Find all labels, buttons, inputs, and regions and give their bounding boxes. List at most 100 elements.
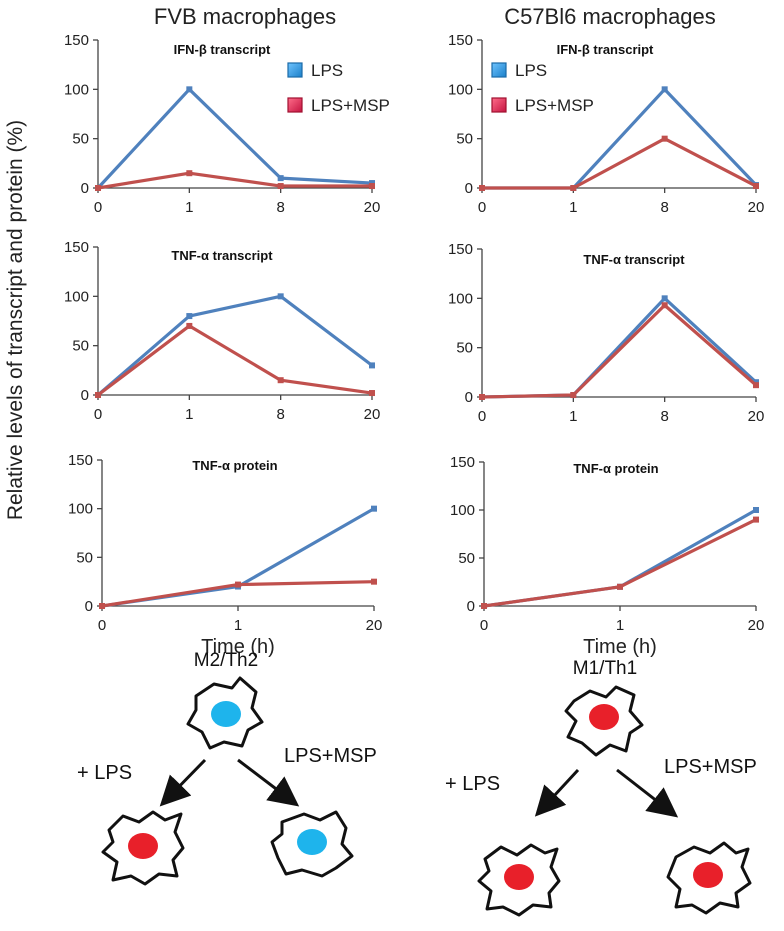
phenotype-label-m1-th1: M1/Th1	[573, 658, 637, 679]
data-point-lps	[277, 175, 284, 182]
data-point-lps-msp	[95, 392, 101, 398]
series-line-lps-msp	[481, 303, 758, 399]
x-tick-label: 1	[569, 408, 577, 425]
y-tick-label: 50	[76, 549, 93, 566]
data-point-lps-msp	[186, 322, 193, 329]
chart-fvb-tnf-alpha-protein: 0 50 100 150 0 1 20 TNF-α protein Time (h)	[68, 452, 382, 658]
y-tick-label: 0	[81, 387, 89, 404]
y-tick-label: 50	[456, 131, 473, 148]
nucleus-red	[504, 864, 534, 890]
x-tick-label: 1	[185, 406, 193, 423]
x-tick-label: 0	[478, 408, 486, 425]
data-point-lps-msp	[371, 578, 377, 585]
x-tick-label: 1	[234, 617, 242, 634]
x-tick-label: 0	[480, 617, 488, 634]
data-point-lps	[186, 313, 193, 320]
y-tick-label: 100	[64, 288, 89, 305]
y-tick-label: 100	[450, 502, 475, 519]
data-point-lps	[369, 362, 375, 369]
y-tick-label: 150	[448, 241, 473, 258]
arrow-label-lps: + LPS	[445, 773, 500, 795]
data-point-lps-msp	[95, 185, 101, 191]
chart-c57bl6-tnf-alpha-protein: 0 50 100 150 0 1 20 TNF-α protein Time (h)	[450, 454, 764, 658]
x-tick-label: 20	[364, 406, 381, 423]
nucleus-red	[128, 833, 158, 859]
x-tick-label: 20	[748, 408, 765, 425]
legend-label-lps: LPS	[311, 61, 343, 80]
data-point-lps-msp	[753, 382, 759, 389]
series-line-lps-msp	[97, 324, 373, 397]
nucleus-blue	[297, 829, 327, 855]
data-point-lps	[661, 295, 668, 302]
legend-swatch-lps	[287, 62, 303, 78]
x-tick-label: 8	[660, 408, 668, 425]
y-tick-label: 50	[72, 338, 89, 355]
data-point-lps-msp	[570, 392, 577, 399]
macrophage-cell-lps	[101, 810, 185, 886]
data-point-lps-msp	[235, 581, 241, 588]
y-axis-label: Relative levels of transcript and protei…	[4, 120, 27, 520]
y-tick-label: 0	[465, 180, 473, 197]
data-point-lps-msp	[479, 185, 485, 191]
arrow-to-lps	[534, 768, 580, 817]
x-tick-label: 20	[364, 199, 381, 216]
series-line-lps-msp	[97, 171, 372, 190]
legend-label-lps: LPS	[515, 61, 547, 80]
legend-swatch-lps-msp	[491, 97, 507, 113]
y-tick-label: 150	[448, 32, 473, 49]
y-tick-label: 150	[64, 239, 89, 256]
series-line-lps	[101, 507, 375, 608]
y-tick-label: 0	[85, 598, 93, 615]
arrow-label-lps-msp: LPS+MSP	[664, 756, 757, 778]
data-point-lps	[753, 507, 759, 513]
data-point-lps	[186, 86, 193, 93]
data-point-lps-msp	[661, 135, 668, 142]
legend-label-lps-msp: LPS+MSP	[311, 96, 390, 115]
y-tick-label: 100	[64, 81, 89, 98]
panel-title: IFN-β transcript	[174, 42, 271, 57]
x-tick-label: 20	[748, 199, 765, 216]
y-tick-label: 0	[465, 389, 473, 406]
panel-title: TNF-α transcript	[583, 252, 685, 267]
y-tick-label: 50	[456, 340, 473, 357]
data-point-lps-msp	[753, 183, 759, 190]
x-tick-label: 8	[276, 199, 284, 216]
diagram-c57bl6: M1/Th1 + LPS LPS+MSP	[445, 658, 757, 917]
x-tick-label: 0	[98, 617, 106, 634]
column-title-c57bl6: C57Bl6 macrophages	[504, 4, 716, 29]
x-tick-label: 0	[478, 199, 486, 216]
chart-fvb-ifn-beta-transcript: 0 50 100 150 0 1 8 20 IFN-β transcript	[64, 32, 380, 216]
data-point-lps-msp	[186, 170, 193, 177]
panel-title: IFN-β transcript	[557, 42, 654, 57]
chart-c57bl6-ifn-beta-transcript: 0 50 100 150 0 1 8 20 IFN-β transcript	[448, 32, 764, 216]
arrow-to-lps-msp	[616, 768, 679, 818]
chart-c57bl6-tnf-alpha-transcript: 0 50 100 150 0 1 8 20 TNF-α transcript	[448, 241, 764, 425]
data-point-lps-msp	[369, 390, 375, 397]
legend-fvb: LPS LPS+MSP	[287, 61, 390, 115]
data-point-lps-msp	[277, 183, 284, 190]
y-tick-label: 0	[81, 180, 89, 197]
macrophage-cell-resting	[564, 685, 644, 757]
data-point-lps-msp	[277, 377, 284, 384]
x-axis-label: Time (h)	[201, 636, 275, 658]
x-tick-label: 1	[616, 617, 624, 634]
x-tick-label: 8	[276, 406, 284, 423]
arrow-to-lps-msp	[237, 758, 300, 807]
data-point-lps-msp	[570, 185, 577, 191]
data-point-lps-msp	[479, 394, 485, 400]
arrow-label-lps-msp: LPS+MSP	[284, 745, 377, 767]
data-point-lps-msp	[617, 583, 623, 590]
data-point-lps	[661, 86, 668, 93]
y-tick-label: 50	[458, 550, 475, 567]
data-point-lps-msp	[481, 603, 487, 609]
nucleus-blue	[211, 701, 241, 727]
arrow-label-lps: + LPS	[77, 762, 132, 784]
x-tick-label: 1	[185, 199, 193, 216]
series-line-lps	[96, 294, 373, 397]
legend-label-lps-msp: LPS+MSP	[515, 96, 594, 115]
data-point-lps-msp	[661, 302, 668, 309]
column-title-fvb: FVB macrophages	[154, 4, 336, 29]
data-point-lps-msp	[753, 516, 759, 523]
nucleus-red	[589, 704, 619, 730]
x-tick-label: 20	[366, 617, 383, 634]
